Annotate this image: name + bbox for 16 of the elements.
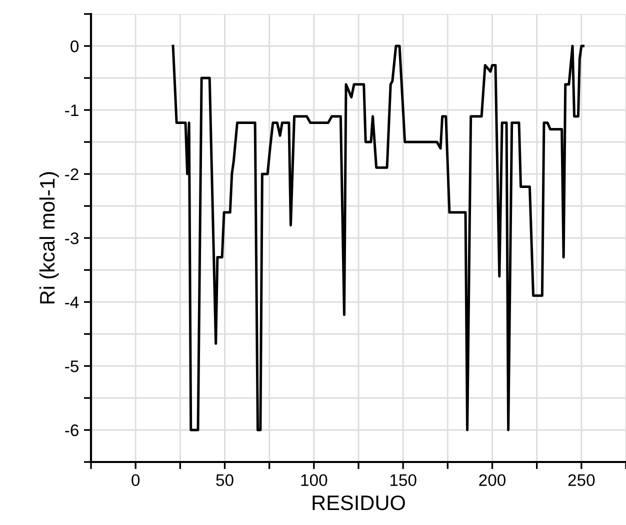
y-tick-label: -1	[65, 104, 78, 116]
x-axis-title: RESIDUO	[312, 495, 405, 510]
y-tick-label: -5	[65, 360, 78, 372]
y-axis-title: Ri (kcal mol-1)	[39, 172, 59, 304]
x-tick-label: 100	[301, 474, 328, 486]
x-tick-label: 50	[216, 474, 234, 486]
x-tick-label: 200	[479, 474, 506, 486]
y-tick-label: -3	[65, 232, 78, 244]
y-tick-label: 0	[70, 40, 79, 52]
y-tick-label: -2	[65, 168, 78, 180]
x-tick-label: 150	[390, 474, 416, 486]
x-tick-label: 250	[568, 474, 595, 486]
x-tick-label: 0	[132, 474, 140, 486]
y-tick-label: -4	[65, 296, 79, 308]
line-series	[172, 44, 584, 432]
y-tick-label: -6	[65, 424, 78, 436]
